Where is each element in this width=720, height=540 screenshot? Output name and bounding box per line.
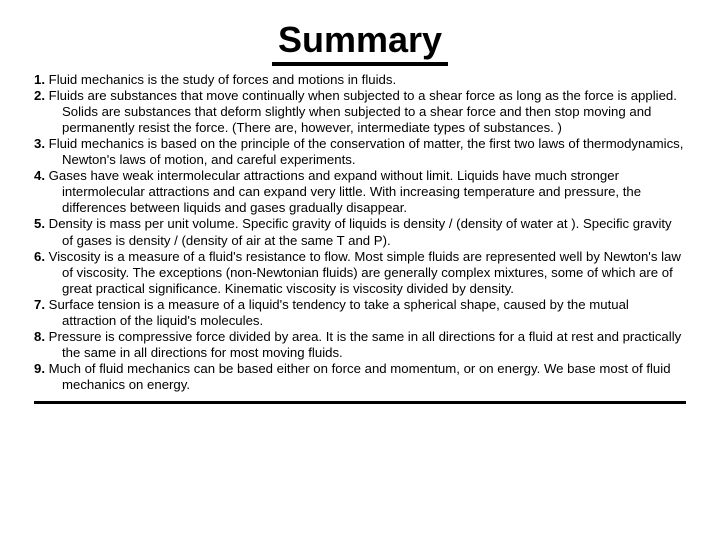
item-number: 1. [34,72,45,87]
item-number: 7. [34,297,45,312]
page-title: Summary [272,20,448,66]
item-text: Pressure is compressive force divided by… [49,329,682,360]
item-number: 3. [34,136,45,151]
item-number: 4. [34,168,45,183]
item-text: Fluid mechanics is the study of forces a… [49,72,396,87]
list-item: 4. Gases have weak intermolecular attrac… [34,168,686,216]
list-item: 3. Fluid mechanics is based on the princ… [34,136,686,168]
item-number: 8. [34,329,45,344]
list-item: 1. Fluid mechanics is the study of force… [34,72,686,88]
summary-list: 1. Fluid mechanics is the study of force… [28,72,692,394]
list-item: 6. Viscosity is a measure of a fluid's r… [34,249,686,297]
item-text: Fluid mechanics is based on the principl… [49,136,684,167]
item-text: Gases have weak intermolecular attractio… [49,168,641,215]
item-text: Density is mass per unit volume. Specifi… [49,216,672,247]
item-number: 2. [34,88,45,103]
item-text: Viscosity is a measure of a fluid's resi… [49,249,681,296]
title-wrap: Summary [28,20,692,66]
list-item: 8. Pressure is compressive force divided… [34,329,686,361]
item-text: Fluids are substances that move continua… [49,88,677,135]
list-item: 5. Density is mass per unit volume. Spec… [34,216,686,248]
item-number: 6. [34,249,45,264]
bottom-rule [34,401,686,404]
item-text: Surface tension is a measure of a liquid… [49,297,629,328]
item-text: Much of fluid mechanics can be based eit… [49,361,671,392]
list-item: 2. Fluids are substances that move conti… [34,88,686,136]
item-number: 5. [34,216,45,231]
list-item: 9. Much of fluid mechanics can be based … [34,361,686,393]
list-item: 7. Surface tension is a measure of a liq… [34,297,686,329]
item-number: 9. [34,361,45,376]
slide: Summary 1. Fluid mechanics is the study … [0,0,720,540]
